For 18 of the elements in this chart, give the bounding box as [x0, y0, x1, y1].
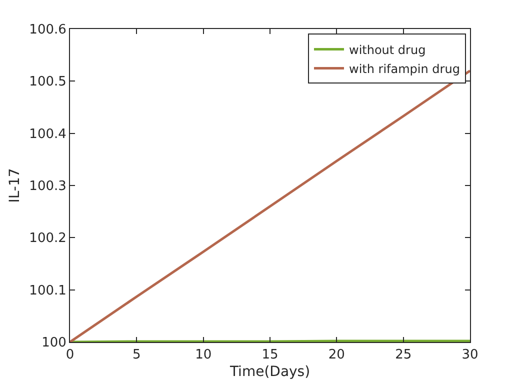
y-axis-title: IL-17 — [6, 168, 23, 203]
x-tick-label: 20 — [328, 348, 345, 363]
y-tick-label: 100.6 — [29, 22, 66, 38]
y-tick-label: 100.1 — [29, 283, 66, 298]
x-tick-label: 10 — [195, 348, 212, 363]
x-tick-label: 30 — [462, 348, 478, 363]
y-tick-label: 100.4 — [29, 126, 66, 142]
y-tick-label: 100.5 — [29, 74, 66, 90]
x-axis-title: Time(Days) — [228, 364, 310, 380]
x-tick-label: 5 — [132, 348, 141, 363]
legend-label: with rifampin drug — [349, 62, 460, 76]
x-tick-label: 15 — [262, 348, 278, 363]
x-tick-label: 25 — [395, 348, 412, 363]
legend-label: without drug — [349, 42, 426, 57]
y-tick-label: 100.2 — [29, 231, 66, 246]
y-tick-label: 100.3 — [29, 179, 66, 194]
y-tick-label: 100 — [42, 336, 66, 351]
x-tick-label: 0 — [66, 348, 74, 363]
